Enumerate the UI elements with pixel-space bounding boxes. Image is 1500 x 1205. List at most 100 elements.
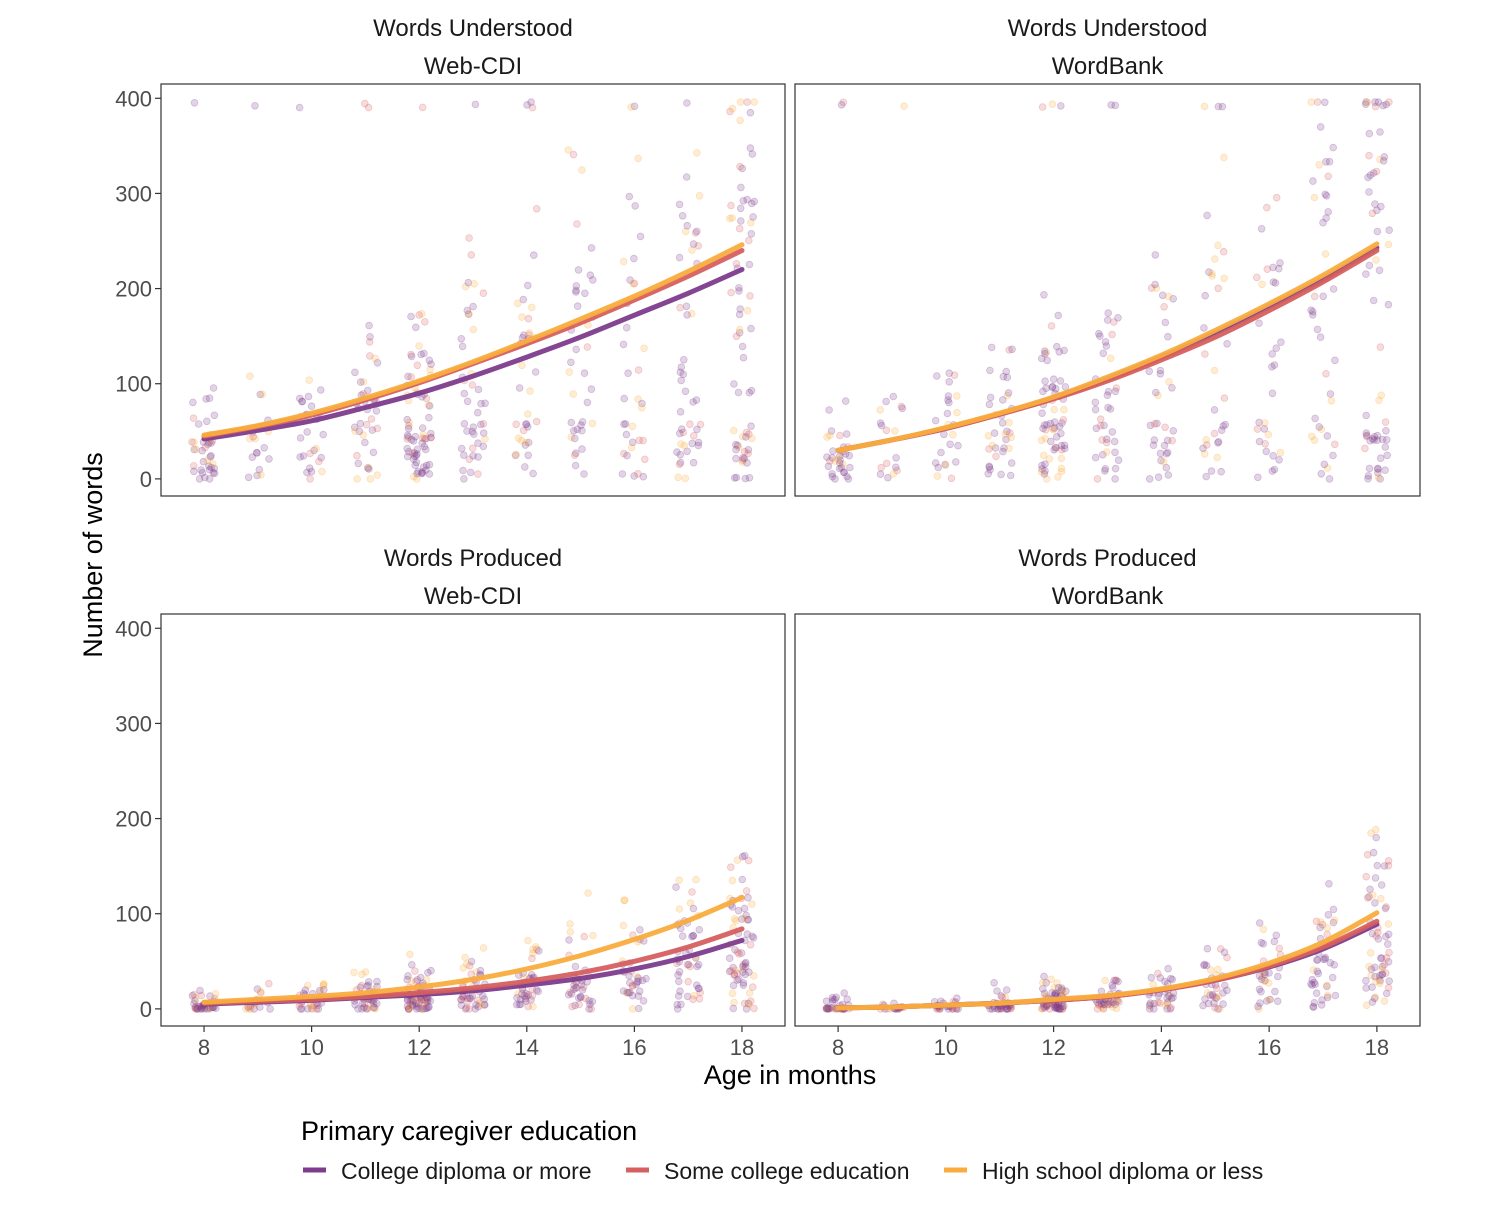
data-point bbox=[412, 1002, 421, 1011]
data-point bbox=[947, 474, 956, 483]
data-point bbox=[1362, 984, 1370, 992]
data-point bbox=[468, 427, 477, 436]
data-point bbox=[624, 369, 632, 378]
y-tick-label: 200 bbox=[115, 277, 152, 302]
data-point bbox=[1322, 369, 1330, 378]
data-point bbox=[1376, 128, 1384, 136]
data-point bbox=[425, 356, 434, 365]
data-point bbox=[205, 394, 214, 403]
data-point bbox=[580, 470, 588, 478]
data-point bbox=[255, 465, 264, 474]
data-point bbox=[1046, 419, 1055, 428]
data-point bbox=[191, 1005, 200, 1013]
data-point bbox=[1206, 991, 1214, 999]
data-point bbox=[673, 1005, 682, 1013]
data-point bbox=[689, 431, 698, 440]
data-point bbox=[566, 928, 575, 936]
data-point bbox=[1309, 1003, 1318, 1011]
data-point bbox=[951, 458, 960, 466]
data-point bbox=[634, 977, 642, 985]
data-point bbox=[472, 1001, 480, 1009]
data-point bbox=[203, 417, 211, 426]
data-point bbox=[1145, 1005, 1154, 1013]
data-point bbox=[1317, 469, 1326, 478]
data-point bbox=[1201, 350, 1209, 358]
y-tick-label: 200 bbox=[115, 807, 152, 832]
data-point bbox=[457, 995, 465, 1004]
data-point bbox=[209, 468, 218, 477]
points-layer bbox=[188, 98, 1393, 1013]
data-point bbox=[1161, 977, 1169, 986]
data-point bbox=[1213, 984, 1221, 993]
data-point bbox=[1169, 426, 1178, 435]
data-point bbox=[580, 932, 588, 941]
data-point bbox=[727, 201, 735, 210]
data-point bbox=[529, 1002, 537, 1011]
data-point bbox=[1363, 893, 1372, 902]
data-point bbox=[251, 434, 260, 443]
data-point bbox=[986, 393, 995, 402]
data-point bbox=[747, 422, 755, 431]
data-point bbox=[1261, 439, 1269, 448]
data-point bbox=[479, 419, 488, 428]
data-point bbox=[1380, 862, 1389, 870]
data-point bbox=[1384, 920, 1393, 928]
data-point bbox=[1368, 983, 1376, 991]
data-point bbox=[1381, 466, 1389, 475]
data-point bbox=[366, 332, 374, 341]
data-point bbox=[628, 422, 637, 431]
data-point bbox=[203, 456, 212, 465]
data-point bbox=[1218, 426, 1226, 435]
data-point bbox=[1309, 177, 1317, 185]
data-point bbox=[999, 447, 1007, 456]
data-point bbox=[1062, 987, 1070, 995]
data-point bbox=[295, 394, 304, 403]
data-point bbox=[578, 166, 586, 174]
data-point bbox=[564, 146, 573, 154]
data-point bbox=[1038, 465, 1046, 473]
data-point bbox=[1371, 102, 1380, 111]
data-point bbox=[426, 997, 435, 1005]
data-point bbox=[301, 986, 310, 994]
data-point bbox=[1373, 861, 1382, 870]
data-point bbox=[824, 462, 833, 471]
data-point bbox=[404, 447, 413, 456]
data-point bbox=[684, 977, 692, 986]
data-point bbox=[193, 1002, 202, 1011]
data-point bbox=[1006, 471, 1015, 480]
data-point bbox=[750, 1004, 758, 1013]
data-point bbox=[1271, 279, 1280, 287]
data-point bbox=[1314, 969, 1323, 978]
data-point bbox=[522, 420, 531, 428]
data-point bbox=[571, 461, 580, 470]
data-point bbox=[422, 466, 430, 474]
data-point bbox=[569, 390, 578, 398]
data-point bbox=[827, 1004, 836, 1012]
data-point bbox=[373, 471, 382, 479]
data-point bbox=[1257, 987, 1265, 996]
data-point bbox=[472, 968, 481, 976]
data-point bbox=[1163, 436, 1172, 445]
data-point bbox=[1310, 998, 1319, 1007]
data-point bbox=[945, 377, 953, 386]
data-point bbox=[740, 447, 749, 456]
data-point bbox=[1382, 954, 1391, 962]
data-point bbox=[1384, 983, 1393, 992]
data-point bbox=[1002, 1005, 1011, 1013]
data-point bbox=[1273, 997, 1282, 1005]
data-point bbox=[1001, 430, 1010, 439]
data-point bbox=[831, 457, 839, 465]
data-point bbox=[745, 430, 753, 439]
data-point bbox=[1361, 100, 1370, 108]
data-point bbox=[468, 444, 477, 453]
data-point bbox=[1365, 464, 1374, 473]
data-point bbox=[1255, 972, 1264, 980]
data-point bbox=[518, 361, 526, 370]
data-point bbox=[694, 438, 703, 447]
data-point bbox=[459, 451, 468, 460]
data-point bbox=[882, 426, 891, 435]
data-point bbox=[589, 931, 597, 940]
data-point bbox=[1112, 1004, 1121, 1013]
data-point bbox=[1057, 454, 1066, 463]
data-point bbox=[877, 421, 886, 430]
